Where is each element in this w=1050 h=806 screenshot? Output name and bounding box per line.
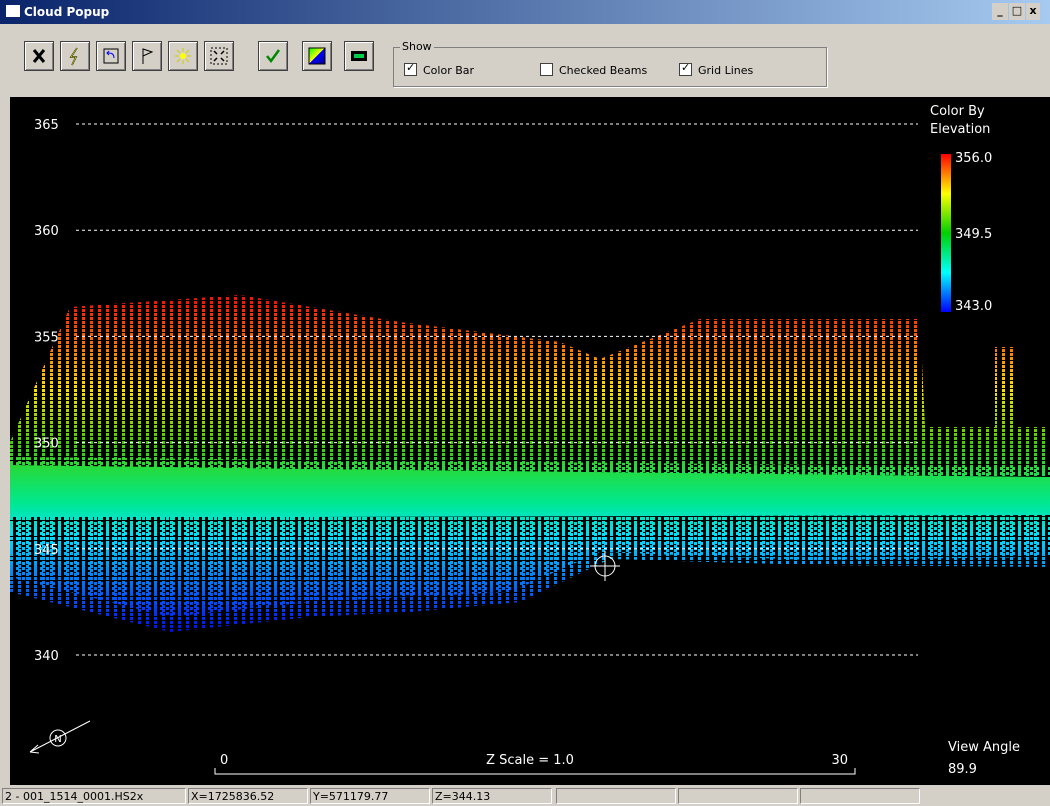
checkbox-box[interactable]: ✓: [679, 63, 692, 76]
tool-button[interactable]: [258, 41, 288, 71]
y-tick-label: 365: [34, 118, 59, 133]
checkbox-box[interactable]: [540, 63, 553, 76]
checkbox-label: Color Bar: [423, 64, 474, 77]
status-panel: 2 - 001_1514_0001.HS2x: [2, 788, 186, 804]
page: Cloud Popup _ □ x Show: [0, 0, 1050, 806]
color-bar-label: 349.5: [955, 227, 992, 242]
y-tick-label: 355: [34, 330, 59, 345]
status-panel: [556, 788, 676, 804]
close[interactable]: x: [1026, 3, 1040, 20]
window-controls[interactable]: _ □ x: [992, 3, 1040, 20]
status-panel: Z=344.13: [432, 788, 552, 804]
status-panel: [678, 788, 798, 804]
tool-button[interactable]: [96, 41, 126, 71]
checkbox[interactable]: ✓ Grid Lines: [679, 63, 753, 77]
view-angle-value: 89.9: [948, 762, 977, 777]
color-bar-title: Color By Elevation: [930, 103, 1010, 139]
tool-button[interactable]: [302, 41, 332, 71]
view-angle-label: View Angle: [948, 740, 1020, 755]
check-mark: ✓: [681, 61, 690, 74]
scale-label: Z Scale = 1.0: [486, 753, 574, 768]
north-label: N: [54, 734, 61, 745]
tool-button[interactable]: [168, 41, 198, 71]
color-bar-label: 356.0: [955, 151, 992, 166]
group-label: Show: [400, 40, 434, 53]
status-panel: X=1725836.52: [188, 788, 308, 804]
checkbox-box[interactable]: ✓: [404, 63, 417, 76]
y-tick-label: 345: [34, 543, 59, 558]
status-panel: [800, 788, 920, 804]
color-bar: [941, 154, 951, 312]
tool-button[interactable]: [204, 41, 234, 71]
app-icon: [6, 5, 20, 17]
point-cloud: [10, 97, 1050, 785]
tool-button[interactable]: [60, 41, 90, 71]
check-mark: ✓: [406, 61, 415, 74]
status-panel: Y=571179.77: [310, 788, 430, 804]
tool-button[interactable]: [132, 41, 162, 71]
checkbox-label: Checked Beams: [559, 64, 647, 77]
minimize[interactable]: _: [992, 3, 1008, 20]
plot-area: 365 360 355 350 345 340 356.0 349.5 343.0 N 0 30 Z S…: [10, 97, 1050, 785]
window-title: Cloud Popup: [24, 5, 109, 19]
color-bar-label: 343.0: [955, 299, 992, 314]
title-bar: Cloud Popup _ □ x: [0, 0, 1050, 24]
maximize[interactable]: □: [1009, 3, 1025, 20]
checkbox[interactable]: Checked Beams: [540, 63, 647, 77]
checkbox-label: Grid Lines: [698, 64, 753, 77]
plot-svg: 365 360 355 350 345 340 356.0 349.5 343.0 N 0 30 Z S…: [10, 97, 1050, 785]
y-tick-label: 340: [34, 649, 59, 664]
tool-button[interactable]: [344, 41, 374, 71]
scale-start: 0: [220, 753, 228, 768]
tool-button[interactable]: [24, 41, 54, 71]
y-tick-label: 350: [34, 437, 59, 452]
checkbox[interactable]: ✓ Color Bar: [404, 63, 474, 77]
y-tick-label: 360: [34, 224, 59, 239]
scale-end: 30: [831, 753, 848, 768]
